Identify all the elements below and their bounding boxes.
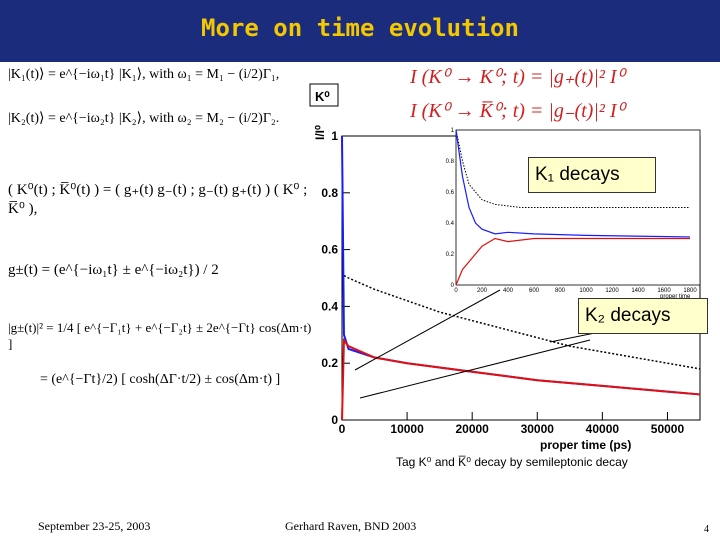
inset-y-tick-label: 0.6 — [446, 190, 455, 196]
inset-x-tick-label: 1800 — [683, 288, 697, 294]
page-number: 4 — [704, 524, 709, 535]
eq-gpm-cosh: = (e^{−Γt}/2) [ cosh(ΔΓ·t/2) ± cos(Δm·t)… — [40, 372, 281, 387]
eq-gpm-squared: |g±(t)|² = 1/4 [ e^{−Γ₁t} + e^{−Γ₂t} ± 2… — [8, 320, 312, 351]
title-bar — [0, 0, 720, 62]
y-tick-label: 0.8 — [321, 186, 338, 200]
inset-x-tick-label: 1200 — [605, 288, 619, 294]
x-tick-label: 30000 — [521, 422, 555, 436]
slide-title: More on time evolution — [201, 14, 519, 42]
inset-y-tick-label: 0 — [451, 283, 455, 289]
inset-y-tick-label: 0.2 — [446, 252, 455, 258]
inset-x-tick-label: 1000 — [579, 288, 593, 294]
y-tick-label: 0.2 — [321, 356, 338, 370]
footer-date: September 23-25, 2003 — [38, 519, 151, 533]
footer-author: Gerhard Raven, BND 2003 — [285, 519, 417, 533]
y-axis-label: I/I⁰ — [313, 125, 327, 140]
y-tick-label: 0.6 — [321, 243, 338, 257]
plot-caption: Tag K⁰ and K̅⁰ decay by semileptonic dec… — [396, 455, 628, 469]
inset-x-tick-label: 0 — [454, 288, 458, 294]
eq-k1: |K₁(t)⟩ = e^{−iω₁t} |K₁⟩, with ω₁ = M₁ −… — [8, 67, 280, 82]
y-tick-label: 0.4 — [321, 299, 338, 313]
main-series-2 — [341, 337, 701, 421]
inset-x-tick-label: 1400 — [631, 288, 645, 294]
inset-x-tick-label: 400 — [503, 288, 514, 294]
eq-gpm: g±(t) = (e^{−iω₁t} ± e^{−iω₂t}) / 2 — [8, 262, 219, 278]
eq-top-mix: I (K⁰ → K̅⁰; t) = |g₋(t)|² I⁰ — [410, 100, 625, 122]
y-tick-label: 1 — [331, 129, 338, 143]
callout-k2-decays: K₂ decays — [578, 298, 708, 334]
x-tick-label: 50000 — [651, 422, 685, 436]
inset-y-tick-label: 1 — [451, 128, 455, 134]
inset-series-2 — [455, 237, 690, 286]
inset-series-1 — [455, 129, 691, 238]
inset-frame — [455, 129, 701, 286]
inset-x-tick-label: 1600 — [657, 288, 671, 294]
pointer-line — [359, 339, 591, 399]
x-tick-label: 20000 — [455, 422, 489, 436]
x-tick-label: 0 — [339, 422, 346, 436]
pointer-line — [354, 289, 501, 371]
x-tick-label: 10000 — [390, 422, 424, 436]
legend-box — [309, 83, 339, 107]
y-tick-label: 0 — [331, 413, 338, 427]
inset-x-tick-label: 200 — [477, 288, 488, 294]
inset-y-tick-label: 0.8 — [446, 159, 455, 165]
callout-k1-decays: K₁ decays — [528, 157, 656, 193]
eq-k2: |K₂(t)⟩ = e^{−iω₂t} |K₂⟩, with ω₂ = M₂ −… — [8, 111, 280, 126]
inset-x-tick-label: 600 — [529, 288, 540, 294]
inset-x-tick-label: 800 — [555, 288, 566, 294]
x-tick-label: 40000 — [586, 422, 620, 436]
eq-top-same: I (K⁰ → K⁰; t) = |g₊(t)|² I⁰ — [410, 66, 625, 88]
x-axis-label: proper time (ps) — [540, 438, 631, 452]
eq-matrix: ( K⁰(t) ; K̅⁰(t) ) = ( g₊(t) g₋(t) ; g₋(… — [8, 182, 308, 217]
legend-label: K⁰ — [315, 89, 330, 104]
inset-x-label: proper time — [660, 294, 691, 300]
main-series-0 — [341, 135, 701, 370]
inset-y-tick-label: 0.4 — [446, 221, 455, 227]
